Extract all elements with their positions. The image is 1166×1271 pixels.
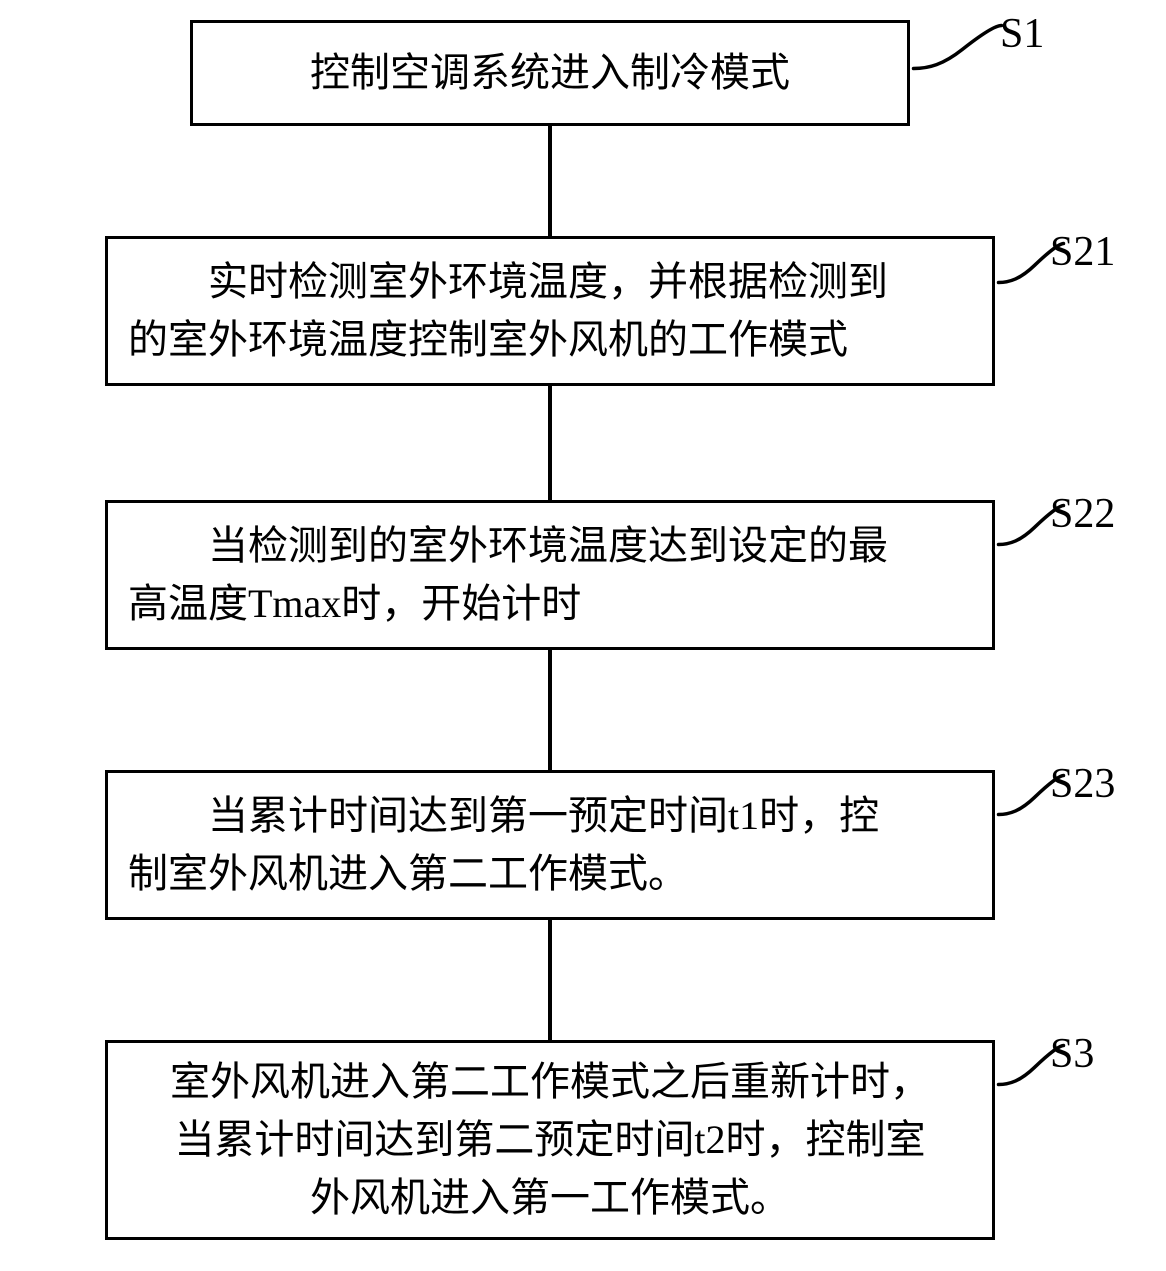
flow-node-text: 实时检测室外环境温度，并根据检测到的室外环境温度控制室外风机的工作模式 <box>128 253 972 369</box>
step-label-s1: S1 <box>1000 10 1044 58</box>
edge-s23-s3 <box>548 920 552 1040</box>
callout-s23 <box>995 772 1067 818</box>
flow-node-s21: 实时检测室外环境温度，并根据检测到的室外环境温度控制室外风机的工作模式 <box>105 236 995 386</box>
flow-node-text: 当累计时间达到第一预定时间t1时，控制室外风机进入第二工作模式。 <box>128 787 972 903</box>
edge-s22-s23 <box>548 650 552 770</box>
flow-node-s23: 当累计时间达到第一预定时间t1时，控制室外风机进入第二工作模式。 <box>105 770 995 920</box>
flow-node-s1: 控制空调系统进入制冷模式 <box>190 20 910 126</box>
callout-s1 <box>910 22 1005 72</box>
edge-s1-s21 <box>548 126 552 236</box>
flow-node-s22: 当检测到的室外环境温度达到设定的最高温度Tmax时，开始计时 <box>105 500 995 650</box>
flow-node-text: 控制空调系统进入制冷模式 <box>213 44 887 102</box>
flow-node-text: 当检测到的室外环境温度达到设定的最高温度Tmax时，开始计时 <box>128 517 972 633</box>
callout-s22 <box>995 502 1067 548</box>
edge-s21-s22 <box>548 386 552 500</box>
callout-s3 <box>995 1042 1067 1088</box>
callout-s21 <box>995 240 1067 286</box>
flow-node-s3: 室外风机进入第二工作模式之后重新计时，当累计时间达到第二预定时间t2时，控制室外… <box>105 1040 995 1240</box>
flow-node-text: 室外风机进入第二工作模式之后重新计时，当累计时间达到第二预定时间t2时，控制室外… <box>128 1053 972 1227</box>
